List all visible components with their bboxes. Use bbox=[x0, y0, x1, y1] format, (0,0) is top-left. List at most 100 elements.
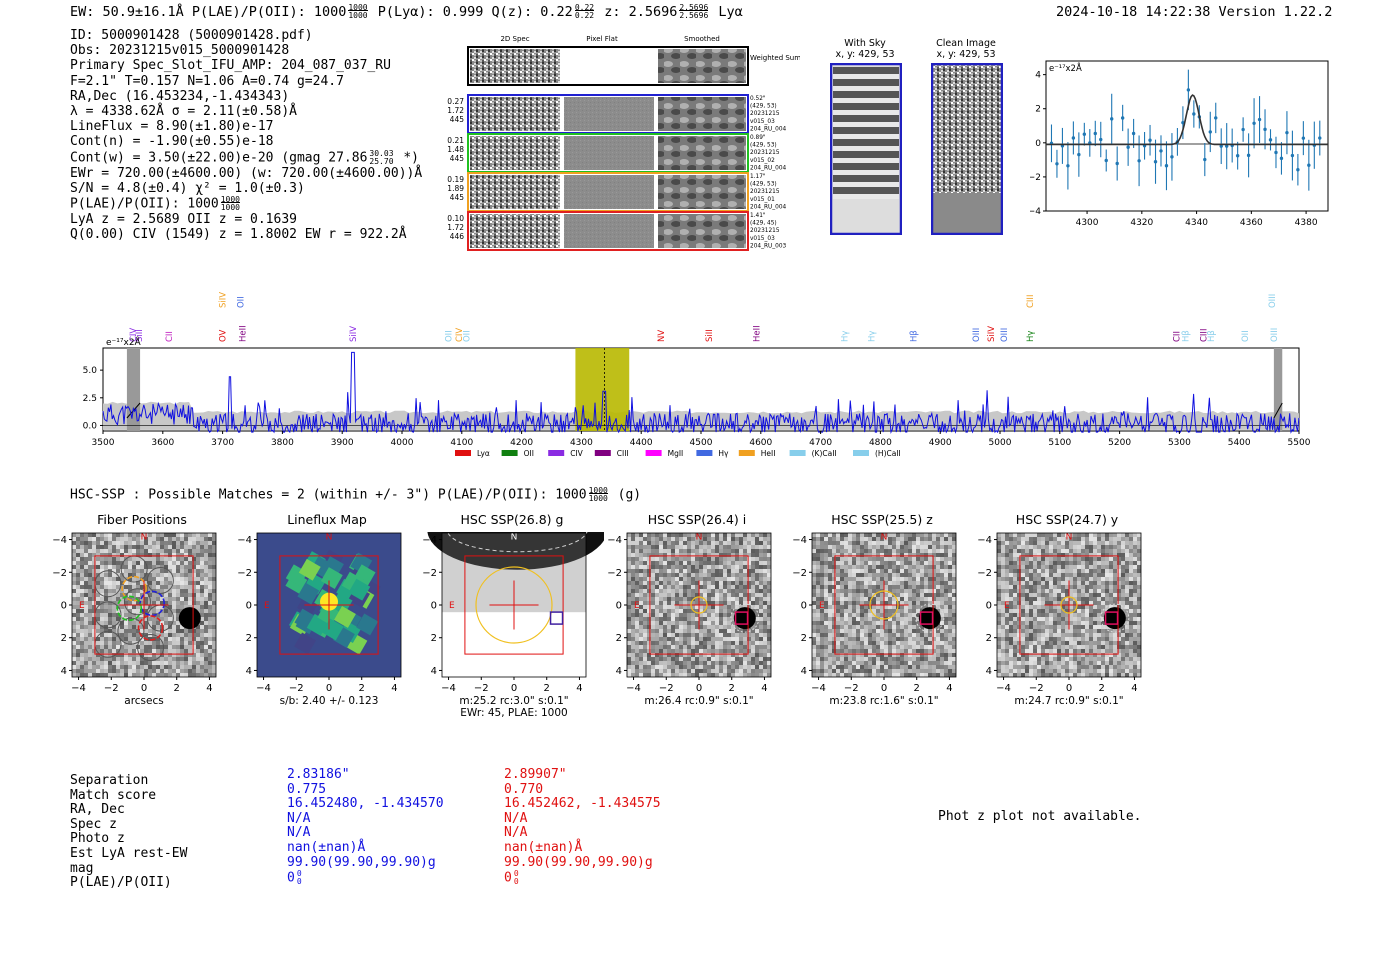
noise-pixel bbox=[888, 661, 892, 665]
noise-pixel bbox=[184, 601, 188, 605]
noise-pixel bbox=[1049, 533, 1053, 537]
noise-pixel bbox=[1049, 561, 1053, 565]
noise-pixel bbox=[80, 557, 84, 561]
noise-pixel bbox=[767, 549, 771, 553]
noise-pixel bbox=[659, 533, 663, 537]
noise-pixel bbox=[900, 649, 904, 653]
noise-pixel bbox=[124, 653, 128, 657]
noise-pixel bbox=[767, 537, 771, 541]
noise-pixel bbox=[655, 617, 659, 621]
noise-pixel bbox=[192, 657, 196, 661]
noise-pixel bbox=[868, 645, 872, 649]
noise-pixel bbox=[635, 545, 639, 549]
noise-pixel bbox=[1125, 553, 1129, 557]
noise-pixel bbox=[695, 629, 699, 633]
noise-pixel bbox=[675, 537, 679, 541]
noise-pixel bbox=[204, 589, 208, 593]
noise-pixel bbox=[864, 641, 868, 645]
noise-pixel bbox=[940, 541, 944, 545]
noise-pixel bbox=[884, 653, 888, 657]
noise-pixel bbox=[132, 553, 136, 557]
noise-pixel bbox=[140, 533, 144, 537]
noise-pixel bbox=[852, 657, 856, 661]
noise-pixel bbox=[1113, 537, 1117, 541]
noise-pixel bbox=[108, 577, 112, 581]
noise-pixel bbox=[924, 585, 928, 589]
noise-pixel bbox=[176, 549, 180, 553]
noise-pixel bbox=[952, 669, 956, 673]
noise-pixel bbox=[920, 641, 924, 645]
noise-pixel bbox=[755, 565, 759, 569]
noise-pixel bbox=[212, 553, 216, 557]
noise-pixel bbox=[699, 581, 703, 585]
noise-pixel bbox=[735, 597, 739, 601]
noise-pixel bbox=[876, 669, 880, 673]
noise-pixel bbox=[200, 533, 204, 537]
noise-pixel bbox=[703, 605, 707, 609]
noise-pixel bbox=[164, 657, 168, 661]
noise-pixel bbox=[667, 581, 671, 585]
noise-pixel bbox=[828, 669, 832, 673]
noise-pixel bbox=[212, 561, 216, 565]
noise-pixel bbox=[852, 645, 856, 649]
noise-pixel bbox=[72, 589, 76, 593]
noise-pixel bbox=[892, 557, 896, 561]
spectral-line-label: SiII bbox=[705, 329, 715, 342]
noise-pixel bbox=[763, 573, 767, 577]
noise-pixel bbox=[1001, 537, 1005, 541]
noise-pixel bbox=[96, 561, 100, 565]
aperture-circle bbox=[869, 590, 899, 620]
noise-pixel bbox=[727, 557, 731, 561]
noise-pixel bbox=[675, 561, 679, 565]
noise-pixel bbox=[100, 637, 104, 641]
noise-pixel bbox=[864, 649, 868, 653]
noise-pixel bbox=[651, 609, 655, 613]
noise-pixel bbox=[860, 549, 864, 553]
noise-pixel bbox=[104, 617, 108, 621]
noise-pixel bbox=[940, 565, 944, 569]
spectral-line-label: HeII bbox=[753, 325, 763, 342]
noise-pixel bbox=[655, 553, 659, 557]
noise-pixel bbox=[84, 653, 88, 657]
noise-pixel bbox=[828, 541, 832, 545]
noise-pixel bbox=[828, 601, 832, 605]
noise-pixel bbox=[140, 669, 144, 673]
noise-pixel bbox=[767, 649, 771, 653]
noise-pixel bbox=[124, 549, 128, 553]
noise-pixel bbox=[735, 585, 739, 589]
noise-pixel bbox=[715, 609, 719, 613]
noise-pixel bbox=[128, 549, 132, 553]
noise-pixel bbox=[908, 541, 912, 545]
noise-pixel bbox=[88, 549, 92, 553]
info-obs: Obs: 20231215v015_5000901428 bbox=[70, 43, 290, 59]
noise-pixel bbox=[80, 605, 84, 609]
noise-pixel bbox=[192, 637, 196, 641]
noise-pixel bbox=[124, 637, 128, 641]
noise-pixel bbox=[880, 537, 884, 541]
noise-pixel bbox=[924, 541, 928, 545]
spectrum-x-tick-label: 4300 bbox=[570, 438, 593, 448]
noise-pixel bbox=[695, 617, 699, 621]
noise-pixel bbox=[1117, 569, 1121, 573]
noise-pixel bbox=[852, 629, 856, 633]
noise-pixel bbox=[651, 561, 655, 565]
noise-pixel bbox=[208, 661, 212, 665]
noise-pixel bbox=[116, 653, 120, 657]
noise-pixel bbox=[1069, 533, 1073, 537]
noise-pixel bbox=[876, 625, 880, 629]
noise-pixel bbox=[112, 605, 116, 609]
noise-pixel bbox=[188, 649, 192, 653]
noise-pixel bbox=[731, 533, 735, 537]
noise-pixel bbox=[1057, 585, 1061, 589]
noise-pixel bbox=[88, 565, 92, 569]
noise-pixel bbox=[691, 629, 695, 633]
noise-pixel bbox=[1005, 545, 1009, 549]
noise-pixel bbox=[108, 585, 112, 589]
spectrum-x-tick-label: 5400 bbox=[1228, 438, 1251, 448]
noise-pixel bbox=[1021, 561, 1025, 565]
noise-pixel bbox=[852, 537, 856, 541]
noise-pixel bbox=[92, 569, 96, 573]
noise-pixel bbox=[727, 641, 731, 645]
panel-y-tick-label: −4 bbox=[52, 535, 67, 546]
noise-pixel bbox=[659, 597, 663, 601]
